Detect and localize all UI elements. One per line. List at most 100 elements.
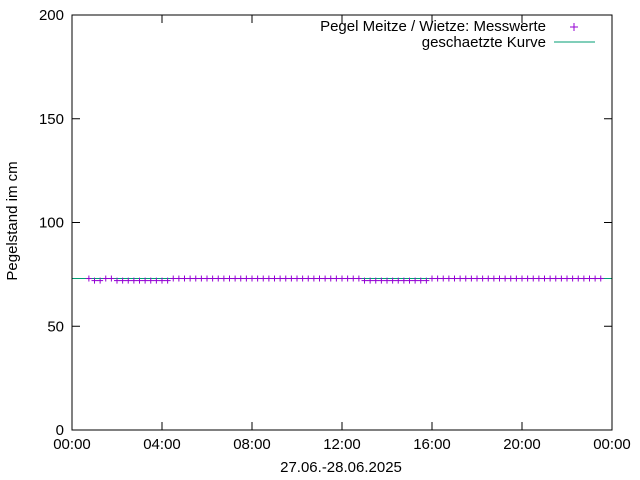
measurement-point	[355, 275, 362, 282]
measurement-point	[513, 275, 520, 282]
measurement-point	[85, 275, 92, 282]
measurement-point	[429, 275, 435, 282]
measurement-point	[97, 277, 104, 284]
y-tick-label: 0	[56, 422, 64, 439]
y-tick-label: 200	[39, 7, 64, 24]
measurement-point	[254, 275, 261, 282]
measurement-point	[530, 275, 537, 282]
measurement-point	[507, 275, 514, 282]
measurement-point	[282, 275, 289, 282]
measurement-point	[502, 275, 509, 282]
measurement-point	[299, 275, 306, 282]
x-tick-label: 04:00	[143, 436, 181, 453]
measurement-point	[187, 275, 194, 282]
measurement-point	[564, 275, 570, 282]
x-axis-label: 27.06.-28.06.2025	[280, 459, 402, 476]
measurement-point	[485, 275, 492, 282]
measurement-point	[220, 275, 227, 282]
measurement-point	[451, 275, 458, 282]
measurement-point	[125, 277, 132, 284]
y-tick-label: 150	[39, 111, 64, 128]
measurement-point	[586, 275, 593, 282]
measurement-point	[457, 275, 464, 282]
measurement-point	[226, 275, 233, 282]
measurement-point	[204, 275, 210, 282]
measurement-point	[170, 275, 177, 282]
measurement-point	[153, 277, 160, 284]
measurement-point	[215, 275, 222, 282]
measurement-point	[333, 275, 340, 282]
measurement-point	[316, 275, 323, 282]
measurement-point	[592, 275, 599, 282]
measurement-point	[580, 275, 587, 282]
legend-label-measured: Pegel Meitze / Wietze: Messwerte	[320, 18, 546, 35]
measurement-point	[417, 277, 424, 284]
measurement-point	[361, 277, 368, 284]
measurement-point	[412, 277, 419, 284]
measurement-point	[535, 275, 542, 282]
measurement-point	[389, 277, 396, 284]
y-tick-label: 100	[39, 215, 64, 232]
measurement-point	[164, 277, 171, 284]
measurement-point	[372, 277, 379, 284]
measurement-point	[147, 277, 154, 284]
measurement-point	[400, 277, 407, 284]
measurement-point	[159, 277, 165, 284]
measurement-point	[181, 275, 188, 282]
measurement-point	[445, 275, 452, 282]
x-tick-label: 08:00	[233, 436, 271, 453]
axis-ticks	[71, 14, 613, 431]
measurement-point	[243, 275, 250, 282]
measurement-point	[119, 277, 126, 284]
measurement-point	[91, 277, 98, 284]
measurement-point	[339, 275, 345, 282]
measurement-point	[350, 275, 357, 282]
plot-series	[72, 275, 612, 284]
x-tick-label: 16:00	[413, 436, 451, 453]
measurement-point	[552, 275, 559, 282]
measurement-point	[524, 275, 531, 282]
measurement-point	[569, 275, 576, 282]
measurement-point	[237, 275, 244, 282]
measurement-point	[265, 275, 272, 282]
measurement-point	[232, 275, 239, 282]
measurement-point	[597, 275, 604, 282]
measurement-point	[322, 275, 329, 282]
measurement-point	[367, 277, 374, 284]
measurement-point	[468, 275, 475, 282]
measurement-point	[260, 275, 267, 282]
measurement-point	[406, 277, 413, 284]
measurement-point	[434, 275, 441, 282]
measurement-point	[294, 275, 300, 282]
measurement-point	[209, 275, 216, 282]
x-tick-label: 00:00	[593, 436, 631, 453]
measurement-point	[490, 275, 497, 282]
measurement-point	[344, 275, 351, 282]
measurement-point	[271, 275, 278, 282]
measurement-point	[327, 275, 334, 282]
measurement-point	[378, 277, 385, 284]
measurement-point	[479, 275, 486, 282]
measurement-point	[305, 275, 312, 282]
measurement-point	[136, 277, 143, 284]
measurement-point	[558, 275, 565, 282]
measurement-point	[547, 275, 554, 282]
measurement-point	[277, 275, 284, 282]
legend-label-estimated: geschaetzte Kurve	[422, 34, 546, 51]
legend-marker-measured	[570, 23, 578, 31]
measurement-point	[114, 277, 120, 284]
measurement-point	[395, 277, 402, 284]
measurement-point	[423, 277, 430, 284]
measurement-point	[474, 275, 480, 282]
x-tick-labels: 00:00 04:00 08:00 12:00 16:00 20:00 00:00	[53, 436, 631, 453]
y-axis-label: Pegelstand im cm	[4, 161, 21, 280]
measurement-point	[440, 275, 447, 282]
x-tick-label: 12:00	[323, 436, 361, 453]
measurement-point	[102, 275, 109, 282]
measurement-point	[175, 275, 182, 282]
y-tick-labels: 0 50 100 150 200	[39, 7, 64, 439]
measurement-point	[108, 275, 115, 282]
legend: Pegel Meitze / Wietze: Messwertegeschaet…	[320, 18, 595, 51]
measurement-point	[384, 277, 390, 284]
